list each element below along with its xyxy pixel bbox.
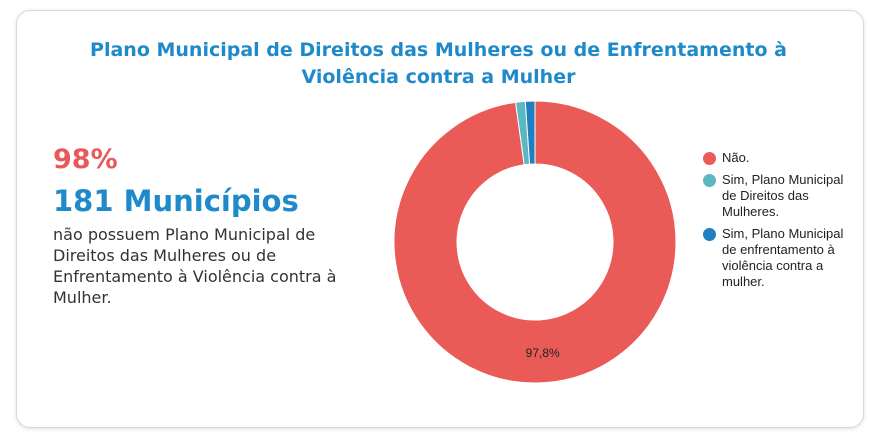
pie-slice-3 (524, 100, 536, 165)
chart-legend: Não. Sim, Plano Municipal de Direitos das… (703, 150, 853, 296)
pie-slice-1 (393, 100, 677, 384)
slice-data-label-1: 97,8% (526, 346, 560, 360)
chart-title: Plano Municipal de Direitos das Mulheres… (90, 39, 787, 88)
donut-chart: 97,8% (393, 100, 677, 384)
legend-label: Sim, Plano Municipal de enfrentamento à … (722, 226, 844, 289)
highlight-count: 181 Municípios (53, 184, 299, 218)
legend-label: Sim, Plano Municipal de Direitos das Mul… (722, 172, 844, 219)
legend-label: Não. (722, 150, 750, 165)
legend-item-1: Não. (703, 150, 853, 166)
highlight-percent: 98% (53, 144, 118, 175)
legend-item-3: Sim, Plano Municipal de enfrentamento à … (703, 226, 853, 290)
legend-item-2: Sim, Plano Municipal de Direitos das Mul… (703, 172, 853, 220)
legend-marker-icon (703, 228, 716, 241)
highlight-description: não possuem Plano Municipal de Direitos … (53, 225, 337, 307)
legend-marker-icon (703, 174, 716, 187)
legend-marker-icon (703, 152, 716, 165)
